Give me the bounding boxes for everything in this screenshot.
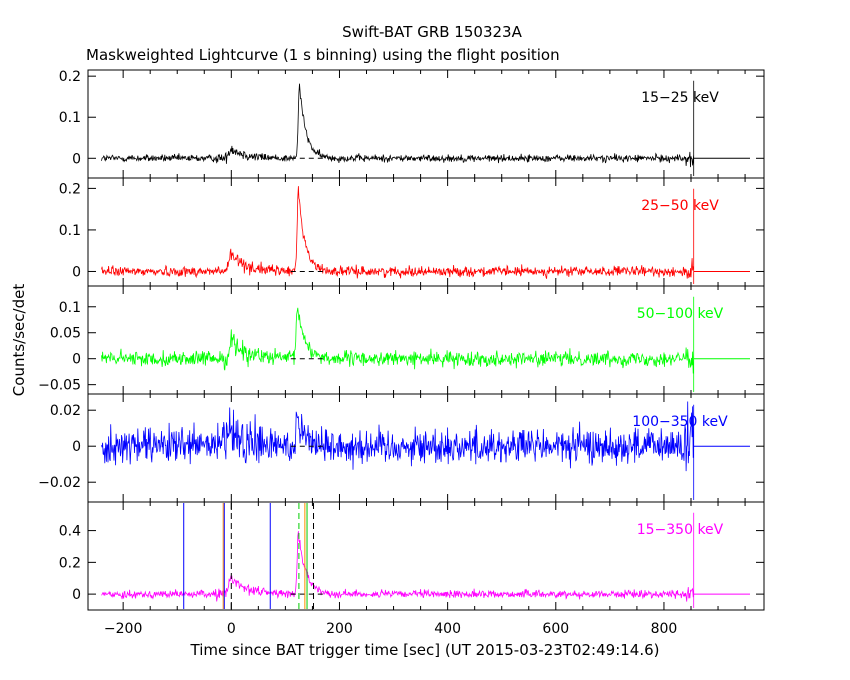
chart-title: Swift-BAT GRB 150323A [342,23,522,41]
y-tick-label-3-2: 0.02 [50,403,81,419]
y-axis-label: Counts/sec/det [10,284,28,397]
x-tick-label-4: 600 [542,621,569,637]
x-tick-label-0: −200 [104,621,142,637]
x-tick-label-3: 400 [434,621,461,637]
band-label-0: 15−25 keV [641,90,719,106]
series-line-2 [101,296,695,392]
series-line-4 [101,512,695,608]
y-tick-label-2-3: 0.1 [59,300,81,316]
chart-subtitle: Maskweighted Lightcurve (1 s binning) us… [86,46,560,64]
y-tick-label-2-0: −0.05 [38,378,81,394]
y-tick-label-4-1: 0.2 [59,555,81,571]
y-tick-label-1-1: 0.1 [59,223,81,239]
y-tick-label-1-2: 0.2 [59,181,81,197]
y-tick-label-2-1: 0 [72,352,81,368]
y-tick-label-3-0: −0.02 [38,475,81,491]
band-label-1: 25−50 keV [641,198,719,214]
y-tick-label-0-1: 0.1 [59,110,81,126]
series-line-1 [101,186,695,284]
series-line-3 [101,401,695,500]
panel-frame-0 [87,69,765,179]
panels-group: 0 0.1 0.2 15−25 keV 0 0.1 0.2 25−50 keV −0.05 0 0.… [38,69,765,637]
y-tick-label-3-1: 0 [72,439,81,455]
series-line-0 [101,80,695,176]
y-tick-label-1-0: 0 [72,264,81,280]
y-tick-label-0-2: 0.2 [59,69,81,85]
band-label-4: 15−350 keV [637,522,724,538]
y-tick-label-4-2: 0.4 [59,524,81,540]
x-axis-label: Time since BAT trigger time [sec] (UT 20… [190,641,660,659]
panel-frame-4 [87,501,765,611]
band-label-2: 50−100 keV [637,306,724,322]
y-tick-label-4-0: 0 [72,587,81,603]
y-tick-label-2-2: 0.05 [50,326,81,342]
x-tick-label-2: 200 [326,621,353,637]
x-tick-label-1: 0 [227,621,236,637]
panel-frame-2 [87,285,765,395]
band-label-3: 100−350 keV [632,414,728,430]
x-tick-label-5: 800 [651,621,678,637]
y-tick-label-0-0: 0 [72,151,81,167]
